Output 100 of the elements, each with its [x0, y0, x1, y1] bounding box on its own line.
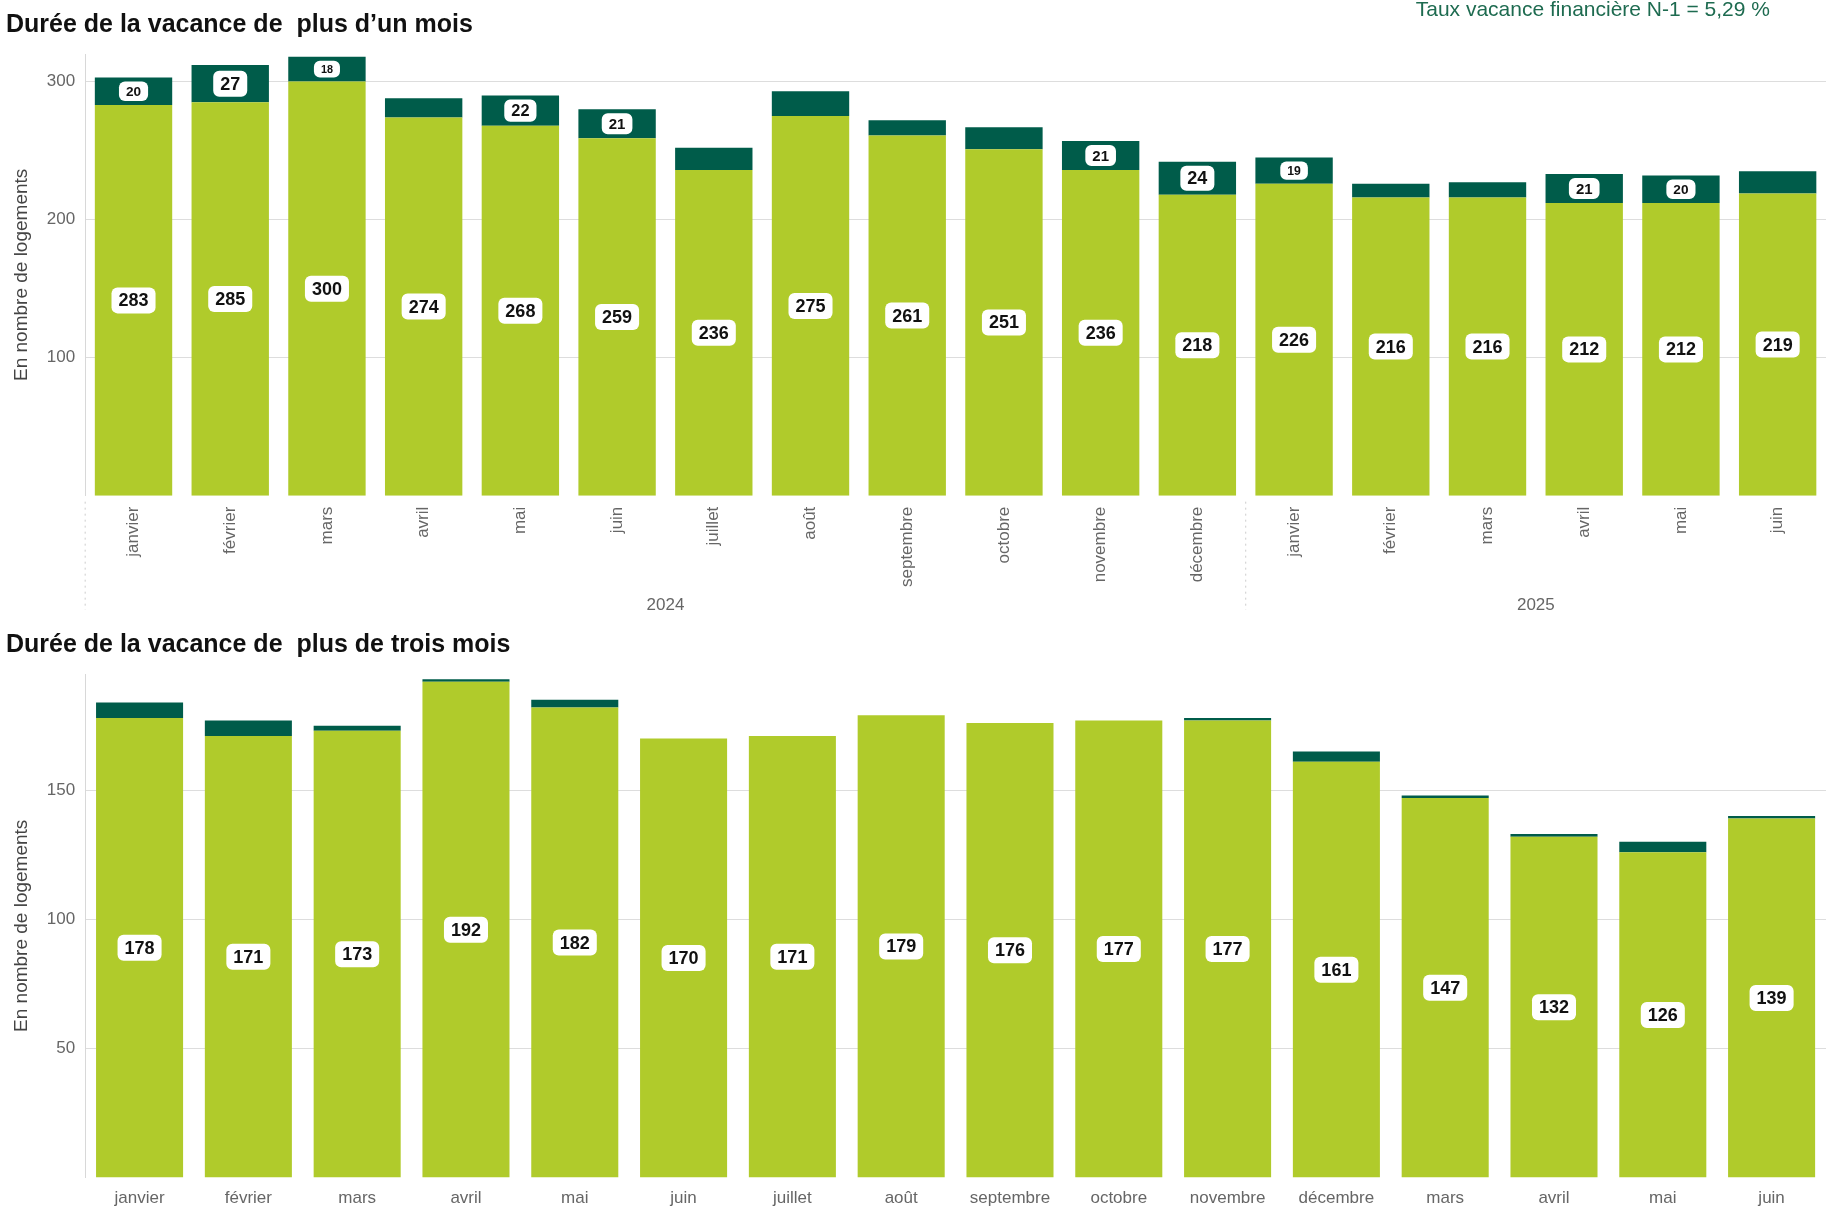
data-label: 176 — [994, 940, 1026, 961]
bar — [1352, 197, 1430, 496]
data-label: 27 — [220, 73, 241, 94]
x-tick-label: janvier — [113, 1188, 165, 1208]
bar — [675, 147, 753, 170]
bar — [1728, 816, 1816, 819]
y-tick-label: 200 — [46, 209, 76, 229]
bar — [1738, 171, 1817, 194]
x-tick-label: avril — [1573, 506, 1593, 538]
bar — [204, 735, 292, 1178]
bar — [857, 715, 945, 1178]
x-tick-label: février — [1380, 506, 1400, 554]
data-label: 139 — [1756, 988, 1787, 1009]
bar — [1292, 761, 1380, 1178]
x-tick-label: mai — [561, 1188, 589, 1208]
x-tick-label: mai — [510, 506, 530, 535]
data-label: 212 — [1569, 339, 1600, 360]
data-label: 18 — [320, 63, 333, 76]
data-label: 285 — [215, 288, 246, 309]
bar — [313, 730, 401, 1178]
x-tick-label: juillet — [703, 506, 723, 547]
bar — [531, 707, 619, 1178]
data-label: 20 — [125, 84, 142, 100]
x-tick-label: mai — [1649, 1188, 1677, 1208]
bar — [1352, 183, 1430, 198]
data-label: 21 — [1092, 146, 1109, 164]
bar — [422, 681, 510, 1178]
data-label: 178 — [124, 937, 155, 958]
data-label: 20 — [1673, 182, 1689, 198]
x-tick-label: mars — [1426, 1188, 1465, 1208]
data-label: 179 — [886, 936, 917, 957]
bar — [1448, 182, 1527, 198]
data-label: 161 — [1321, 959, 1352, 980]
chart-title: Durée de la vacance de plus d’un mois — [6, 8, 473, 37]
data-label: 132 — [1538, 997, 1570, 1018]
text: Taux vacance financière N-1 = 5,29 % — [1415, 0, 1770, 21]
bar — [481, 125, 560, 496]
x-tick-label: juin — [1767, 506, 1787, 535]
x-tick-label: août — [800, 506, 820, 540]
data-label: 173 — [342, 944, 373, 965]
data-label: 21 — [1575, 179, 1593, 197]
bar — [1728, 818, 1816, 1178]
data-label: 268 — [505, 300, 536, 321]
data-label: 177 — [1103, 939, 1134, 960]
bar — [1401, 795, 1489, 798]
data-label: 216 — [1472, 336, 1503, 357]
data-label: 22 — [511, 101, 530, 120]
x-tick-label: octobre — [993, 506, 1013, 564]
bar — [578, 138, 656, 496]
bar — [1075, 720, 1163, 1178]
bar — [1510, 834, 1598, 837]
bar — [965, 149, 1043, 496]
data-label: 275 — [795, 295, 826, 316]
data-label: 300 — [311, 278, 342, 299]
y-axis-title: En nombre de logements — [9, 168, 31, 381]
bar — [191, 102, 269, 496]
x-tick-label: janvier — [123, 506, 143, 558]
x-tick-label: novembre — [1090, 506, 1110, 583]
data-label: 216 — [1375, 336, 1406, 357]
bar — [1642, 203, 1720, 496]
x-tick-label: mars — [1477, 506, 1497, 545]
x-tick-label: juillet — [772, 1188, 813, 1208]
bar — [1448, 197, 1527, 496]
bar — [96, 717, 184, 1178]
data-label: 236 — [1085, 322, 1116, 343]
y-tick-label: 100 — [46, 909, 76, 929]
data-label: 236 — [698, 322, 729, 343]
data-label: 19 — [1287, 164, 1302, 179]
data-label: 259 — [602, 306, 633, 327]
data-label: 192 — [450, 919, 481, 940]
bar — [1545, 203, 1623, 496]
x-tick-label: décembre — [1298, 1188, 1375, 1208]
x-tick-label: janvier — [1283, 506, 1303, 558]
data-label: 170 — [668, 948, 699, 969]
data-label: 274 — [408, 296, 439, 317]
bar — [771, 116, 850, 496]
data-label: 182 — [559, 932, 590, 953]
text: 2025 — [1516, 595, 1555, 615]
x-tick-label: août — [884, 1188, 918, 1208]
x-tick-label: juin — [669, 1188, 697, 1208]
data-label: 21 — [608, 114, 626, 132]
x-tick-label: avril — [413, 506, 433, 538]
bar — [288, 81, 366, 496]
x-tick-label: avril — [1538, 1188, 1570, 1208]
x-tick-label: avril — [450, 1188, 482, 1208]
x-tick-label: septembre — [896, 506, 916, 588]
y-tick-label: 100 — [46, 347, 76, 367]
y-axis-title: En nombre de logements — [9, 819, 31, 1032]
bar — [1158, 194, 1237, 496]
data-label: 226 — [1279, 329, 1310, 350]
bar — [868, 120, 946, 136]
x-tick-label: mai — [1670, 506, 1690, 535]
bar — [640, 738, 728, 1178]
bar — [422, 679, 510, 682]
chart-title: Durée de la vacance de plus de trois mois — [6, 628, 511, 657]
y-tick-label: 50 — [56, 1038, 76, 1058]
x-tick-label: novembre — [1189, 1188, 1266, 1208]
bar — [94, 105, 173, 496]
bar — [748, 735, 836, 1178]
bar — [771, 91, 850, 117]
